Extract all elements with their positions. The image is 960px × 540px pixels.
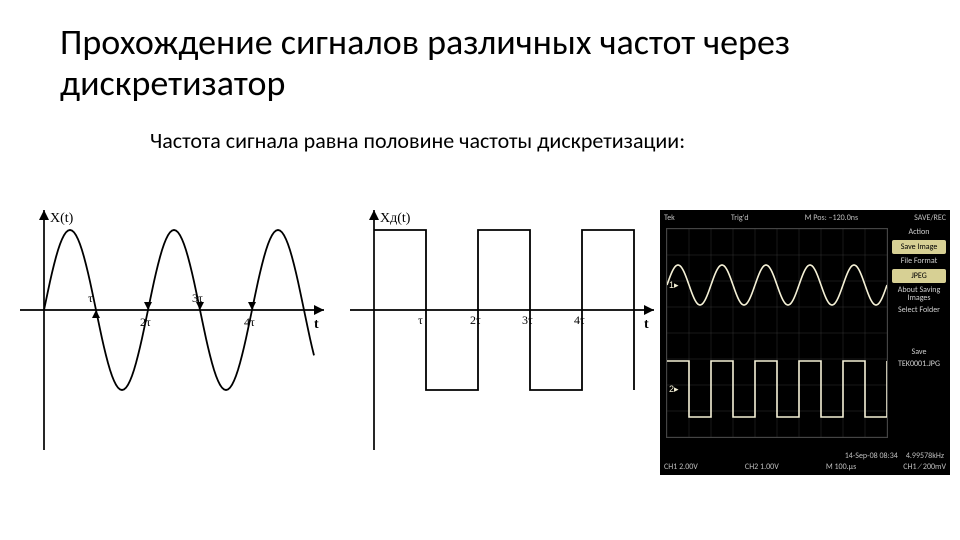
svg-text:2τ: 2τ (140, 315, 151, 329)
osc-top-bar: Tek Trig'd M Pos: –120.0ns SAVE/REC (664, 213, 946, 223)
input-signal-chart: X(t) t τ 2τ 3τ 4τ (20, 210, 350, 485)
svg-text:2τ: 2τ (470, 313, 481, 327)
svg-text:3τ: 3τ (522, 313, 533, 327)
osc-save-file: TEK0001.JPG (892, 360, 946, 369)
osc-about-label: About Saving Images (892, 286, 946, 304)
osc-format-label: File Format (892, 257, 946, 266)
svg-text:4τ: 4τ (574, 313, 585, 327)
osc-date: 14-Sep-08 08:34 (845, 451, 898, 461)
osc-mpos: M Pos: –120.0ns (805, 213, 858, 223)
svg-text:τ: τ (418, 313, 423, 327)
diagram-row: X(t) t τ 2τ 3τ 4τ Xд(t) t τ 2τ 3τ 4τ Tek Trig'd M … (20, 210, 940, 495)
osc-mode: SAVE/REC (914, 213, 946, 223)
osc-bottom-bar: CH1 2.00V CH2 1.00V M 100.µs CH1 ∕ 200mV (664, 462, 946, 472)
osc-select-label: Select Folder (892, 306, 946, 315)
svg-text:τ: τ (88, 291, 93, 305)
osc-mtime: M 100.µs (826, 462, 856, 472)
osc-freq: 4.99578kHz (906, 451, 944, 461)
slide-subtitle: Частота сигнала равна половине частоты д… (150, 128, 850, 154)
osc-trig: CH1 ∕ 200mV (903, 462, 946, 472)
osc-format-button[interactable]: JPEG (892, 269, 946, 283)
osc-ch1: CH1 2.00V (664, 462, 698, 472)
svg-text:X(t): X(t) (50, 211, 74, 226)
svg-text:t: t (314, 317, 319, 332)
osc-screen: 1▸ 2▸ (666, 228, 888, 438)
slide: Прохождение сигналов различных частот че… (0, 0, 960, 540)
oscilloscope-screenshot: Tek Trig'd M Pos: –120.0ns SAVE/REC 1▸ 2▸… (660, 210, 950, 475)
svg-text:t: t (644, 317, 649, 332)
osc-action-button[interactable]: Save Image (892, 240, 946, 254)
osc-sidebar: Action Save Image File Format JPEG About… (892, 228, 946, 369)
svg-text:4τ: 4τ (244, 315, 255, 329)
osc-ch2: CH2 1.00V (745, 462, 779, 472)
osc-trig-state: Trig'd (731, 213, 749, 223)
sampled-signal-chart: Xд(t) t τ 2τ 3τ 4τ (350, 210, 660, 485)
slide-title: Прохождение сигналов различных частот че… (60, 22, 900, 105)
osc-save-label: Save (892, 348, 946, 357)
svg-text:3τ: 3τ (192, 291, 203, 305)
svg-text:1▸: 1▸ (669, 280, 679, 290)
osc-action-label: Action (892, 228, 946, 237)
svg-text:Xд(t): Xд(t) (380, 211, 411, 226)
osc-brand: Tek (664, 213, 675, 223)
svg-text:2▸: 2▸ (669, 384, 679, 394)
